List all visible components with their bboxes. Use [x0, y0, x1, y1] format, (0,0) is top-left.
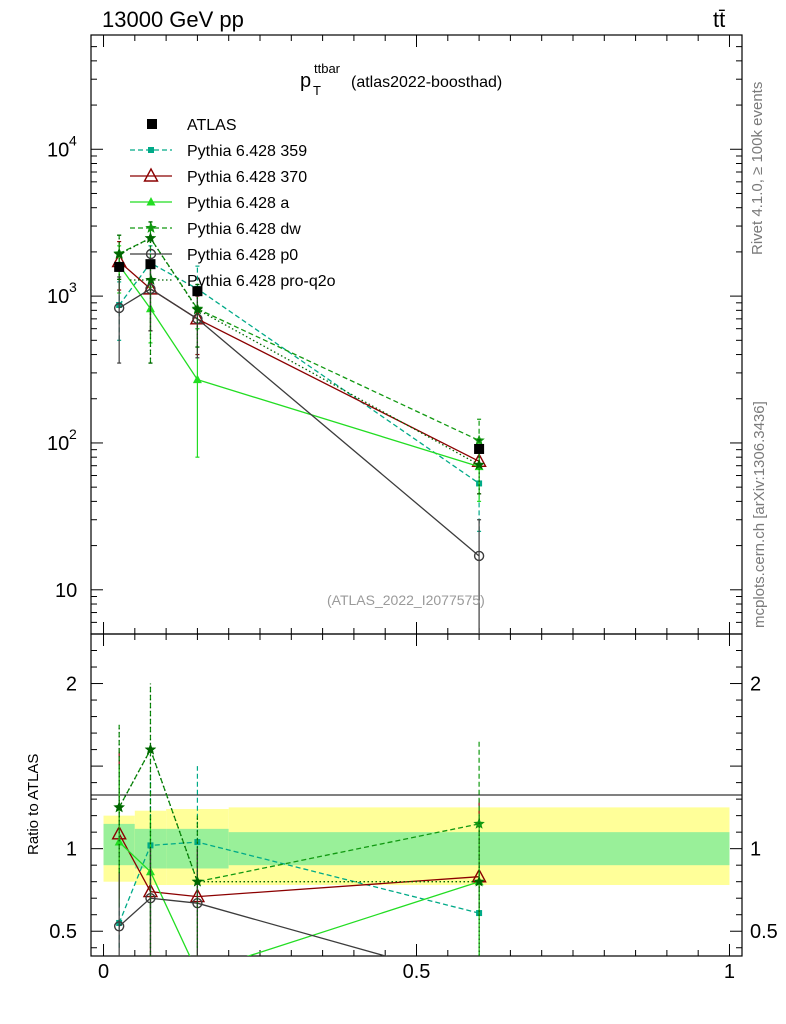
series-5-line [118, 237, 480, 466]
title-superscript: ttbar [314, 61, 341, 76]
series-5-ratio-point-2 [191, 875, 204, 887]
plot-title: p [300, 70, 311, 92]
ratio-ytick-label-right-1: 1 [750, 839, 761, 861]
ratio-ytick-label-left-2: 2 [66, 674, 77, 696]
atlas-point-2 [192, 286, 203, 297]
series-2-point-2 [192, 374, 202, 384]
legend-label-3: Pythia 6.428 dw [187, 221, 301, 238]
series-4-ratio-point-0 [113, 921, 125, 932]
atlas-point-0 [114, 261, 125, 272]
mcplots-reference-label: mcplots.cern.ch [arXiv:1306.3436] [751, 401, 768, 628]
series-4-line [118, 288, 480, 557]
title-subscript: T [313, 83, 321, 98]
series-5-ratio-point-3 [473, 875, 485, 887]
top-panel-series [111, 221, 487, 634]
series-4-point-0 [113, 302, 125, 314]
top-ytick-exp-3: 4 [69, 132, 77, 148]
ratio-ytick-label-right-2: 2 [750, 674, 761, 696]
atlas-point-1 [145, 259, 156, 270]
series-2-ratio-line [118, 841, 480, 956]
top-ytick-label-2: 10 [47, 286, 69, 308]
legend-marker-2 [146, 197, 156, 206]
top-ytick-label-0: 10 [55, 580, 77, 602]
xtick-label-0: 0 [98, 961, 109, 983]
series-1-line [118, 261, 480, 462]
series-0-line [118, 262, 480, 484]
series-0-ratio-line [118, 841, 480, 924]
ratio-ytick-label-left-0: 0.5 [49, 921, 77, 943]
series-5-ratio-point-0 [113, 801, 125, 813]
xtick-label-1: 0.5 [403, 961, 431, 983]
legend-label-0: Pythia 6.428 359 [187, 143, 307, 160]
series-4-point-1 [145, 283, 156, 295]
series-4-ratio-point-3 [475, 978, 484, 987]
title-rest: (atlas2022-boosthad) [351, 74, 502, 91]
series-4-ratio-line [118, 897, 388, 956]
legend-marker-3 [145, 222, 157, 233]
rivet-version-label: Rivet 4.1.0, ≥ 100k events [749, 82, 766, 255]
atlas-point-3 [474, 443, 485, 454]
legend-marker-atlas [147, 119, 157, 129]
ratio-ytick-label-right-0: 0.5 [750, 921, 778, 943]
series-3-line [118, 237, 480, 442]
legend-marker-0 [148, 147, 154, 153]
legend-label-4: Pythia 6.428 p0 [187, 247, 298, 264]
series-2-ratio-point-2 [193, 968, 202, 977]
process-label: tt̄ [713, 7, 725, 32]
ratio-panel-series [111, 683, 487, 987]
series-5-point-3 [473, 458, 485, 470]
series-1-ratio-line [118, 833, 480, 898]
ratio-ylabel: Ratio to ATLAS [25, 754, 42, 855]
legend-marker-5 [145, 274, 157, 285]
analysis-watermark: (ATLAS_2022_I2077575) [327, 592, 485, 608]
title-main: p [300, 70, 311, 92]
legend-label-5: Pythia 6.428 pro-q2o [187, 273, 336, 290]
top-ytick-label-1: 10 [47, 433, 69, 455]
legend: ATLAS Pythia 6.428 359 Pythia 6.428 370 Pyt… [130, 117, 336, 290]
series-5-point-1 [144, 232, 157, 244]
energy-label: 13000 GeV pp [102, 7, 244, 32]
series-2-line [118, 264, 480, 468]
top-ytick-label-3: 10 [47, 139, 69, 161]
series-5-ratio-point-1 [144, 743, 157, 755]
series-5-point-2 [191, 303, 204, 315]
series-4-ratio-point-1 [145, 893, 156, 904]
series-5-ratio-line [118, 748, 480, 883]
legend-label-1: Pythia 6.428 370 [187, 169, 307, 186]
legend-marker-4 [145, 248, 157, 260]
xtick-label-2: 1 [724, 961, 735, 983]
legend-label-atlas: ATLAS [187, 117, 237, 134]
ratio-ytick-label-left-1: 1 [66, 839, 77, 861]
top-ytick-exp-2: 3 [69, 279, 77, 295]
series-4-point-3 [473, 550, 485, 562]
series-5-point-0 [113, 248, 125, 260]
legend-label-2: Pythia 6.428 a [187, 195, 289, 212]
legend-marker-1 [143, 167, 159, 182]
top-ytick-exp-1: 2 [69, 426, 77, 442]
